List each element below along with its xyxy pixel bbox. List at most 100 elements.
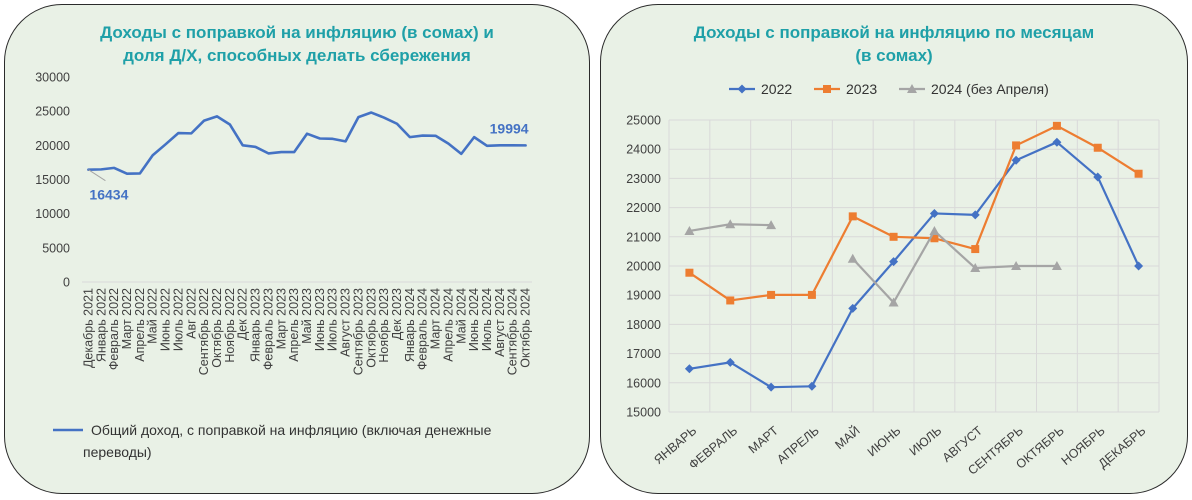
left-series-line xyxy=(87,111,527,175)
left-y-tick-label: 30000 xyxy=(35,71,70,85)
right-series-point-2 xyxy=(766,220,777,230)
right-series-point-2 xyxy=(1011,261,1022,270)
right-y-tick-label: 19000 xyxy=(626,289,661,303)
right-series-line-2 xyxy=(851,229,1057,304)
left-x-tick-label: Сентябрь 2024 xyxy=(506,288,520,375)
right-series-point-2 xyxy=(1051,261,1062,270)
left-x-tick-label: Январь 2023 xyxy=(249,288,263,362)
right-series-point-1 xyxy=(1093,143,1102,152)
left-x-tick-label: Дек 2023 xyxy=(390,288,404,340)
annotation-leader-line xyxy=(88,169,106,182)
left-x-tick-label: Февраль 2024 xyxy=(416,288,430,370)
left-y-tick-label: 5000 xyxy=(42,241,70,255)
left-x-tick-label: Ноябрь 2023 xyxy=(377,288,391,363)
left-x-tick-label: Май 2023 xyxy=(300,288,314,344)
right-series-point-1 xyxy=(971,245,980,254)
right-series-point-1 xyxy=(1012,141,1021,150)
right-series-point-0 xyxy=(1052,137,1062,147)
left-legend-label-line-1: Общий доход, с поправкой на инфляцию (вк… xyxy=(91,422,492,438)
right-y-tick-label: 16000 xyxy=(626,376,661,390)
right-legend-label-0: 2022 xyxy=(761,81,792,97)
left-y-tick-label: 25000 xyxy=(35,105,70,119)
right-series-point-1 xyxy=(807,290,816,299)
right-series-point-1 xyxy=(1134,169,1143,178)
left-x-tick-label: Апрель 2022 xyxy=(133,288,147,362)
right-legend-label-2: 2024 (без Апреля) xyxy=(931,81,1049,97)
right-x-tick-label: АПРЕЛЬ xyxy=(774,424,822,467)
right-series-point-0 xyxy=(848,303,858,313)
right-y-tick-label: 25000 xyxy=(626,114,661,128)
left-x-tick-label: Июль 2023 xyxy=(326,288,340,351)
right-series-point-0 xyxy=(807,381,817,391)
right-title-line-2: (в сомах) xyxy=(855,46,933,65)
right-y-tick-label: 24000 xyxy=(626,143,661,157)
left-x-tick-label: Апрель 2023 xyxy=(287,288,301,362)
right-series-point-0 xyxy=(929,208,939,218)
left-x-tick-label: Дек 2022 xyxy=(236,288,250,340)
right-y-tick-label: 21000 xyxy=(626,230,661,244)
left-x-tick-label: Октябрь 2024 xyxy=(519,288,533,368)
right-y-tick-label: 20000 xyxy=(626,260,661,274)
left-x-tick-label: Август 2023 xyxy=(339,288,353,357)
right-series-point-2 xyxy=(888,297,899,307)
right-chart-title: Доходы с поправкой на инфляцию по месяца… xyxy=(601,21,1187,67)
right-y-tick-label: 15000 xyxy=(626,406,661,420)
right-series-point-2 xyxy=(970,263,981,273)
right-series-point-0 xyxy=(1134,261,1144,271)
right-x-tick-label: МАЙ xyxy=(832,423,863,452)
right-series-line-1 xyxy=(688,124,1140,302)
left-y-tick-label: 0 xyxy=(63,276,70,290)
first-value-label: 16434 xyxy=(89,187,128,203)
right-chart-panel: Доходы с поправкой на инфляцию по месяца… xyxy=(600,4,1188,494)
right-series-point-0 xyxy=(1093,172,1103,182)
right-series-point-1 xyxy=(767,290,776,299)
left-x-tick-label: Январь 2024 xyxy=(403,288,417,362)
left-x-tick-label: Февраль 2023 xyxy=(261,288,275,370)
right-series-point-1 xyxy=(726,296,735,305)
left-y-tick-label: 10000 xyxy=(35,207,70,221)
right-series-point-0 xyxy=(889,257,899,267)
left-x-tick-label: Июнь 2023 xyxy=(313,288,327,351)
left-line-chart: 0 5000 10000 15000 20000 25000 30000 Декабрь 20… xyxy=(35,71,533,461)
right-y-tick-label: 23000 xyxy=(626,172,661,186)
left-x-tick-label: Декабрь 2021 xyxy=(81,288,95,368)
right-series-point-1 xyxy=(848,212,857,221)
left-x-tick-label: Июль 2022 xyxy=(171,288,185,351)
right-series-point-1 xyxy=(889,232,898,241)
left-y-tick-label: 15000 xyxy=(35,173,70,187)
right-y-tick-label: 17000 xyxy=(626,347,661,361)
right-series-point-2 xyxy=(684,225,695,235)
left-x-tick-label: Март 2024 xyxy=(429,288,443,349)
right-series-point-0 xyxy=(725,357,735,367)
right-series-point-1 xyxy=(685,268,694,277)
left-x-tick-label: Май 2024 xyxy=(454,288,468,344)
left-x-tick-label: Ноябрь 2022 xyxy=(223,288,237,363)
left-x-tick-label: Январь 2022 xyxy=(94,288,108,362)
left-x-tick-label: Сентябрь 2023 xyxy=(351,288,365,375)
right-title-line-1: Доходы с поправкой на инфляцию по месяца… xyxy=(693,23,1095,42)
right-line-chart: 15000 16000 17000 18000 19000 20000 21000 22000… xyxy=(626,81,1160,478)
left-x-tick-label: Октябрь 2023 xyxy=(364,288,378,368)
right-y-tick-label: 18000 xyxy=(626,318,661,332)
right-series-point-2 xyxy=(929,225,940,235)
left-x-tick-label: Май 2022 xyxy=(146,288,160,344)
right-legend-marker-2 xyxy=(907,84,917,93)
left-x-tick-label: Сентябрь 2022 xyxy=(197,288,211,375)
left-chart-title: Доходы с поправкой на инфляцию (в сомах)… xyxy=(5,21,589,67)
right-series-point-2 xyxy=(847,253,858,263)
left-x-tick-label: Март 2023 xyxy=(274,288,288,349)
right-series-point-0 xyxy=(1011,155,1021,165)
right-series-point-1 xyxy=(930,234,939,243)
left-x-tick-label: Июнь 2022 xyxy=(159,288,173,351)
left-x-tick-label: Август 2024 xyxy=(493,288,507,357)
right-series-point-0 xyxy=(684,364,694,374)
left-title-line-2: доля Д/Х, способных делать сбережения xyxy=(123,46,471,65)
right-y-tick-label: 22000 xyxy=(626,201,661,215)
left-x-tick-label: Июль 2024 xyxy=(480,288,494,351)
right-x-tick-label: ИЮНЬ xyxy=(865,424,904,460)
right-series-point-0 xyxy=(766,382,776,392)
left-x-tick-label: Апрель 2024 xyxy=(441,288,455,362)
right-legend-marker-0 xyxy=(737,84,747,94)
left-x-tick-label: Июнь 2024 xyxy=(467,288,481,351)
left-chart-panel: Доходы с поправкой на инфляцию (в сомах)… xyxy=(4,4,590,494)
